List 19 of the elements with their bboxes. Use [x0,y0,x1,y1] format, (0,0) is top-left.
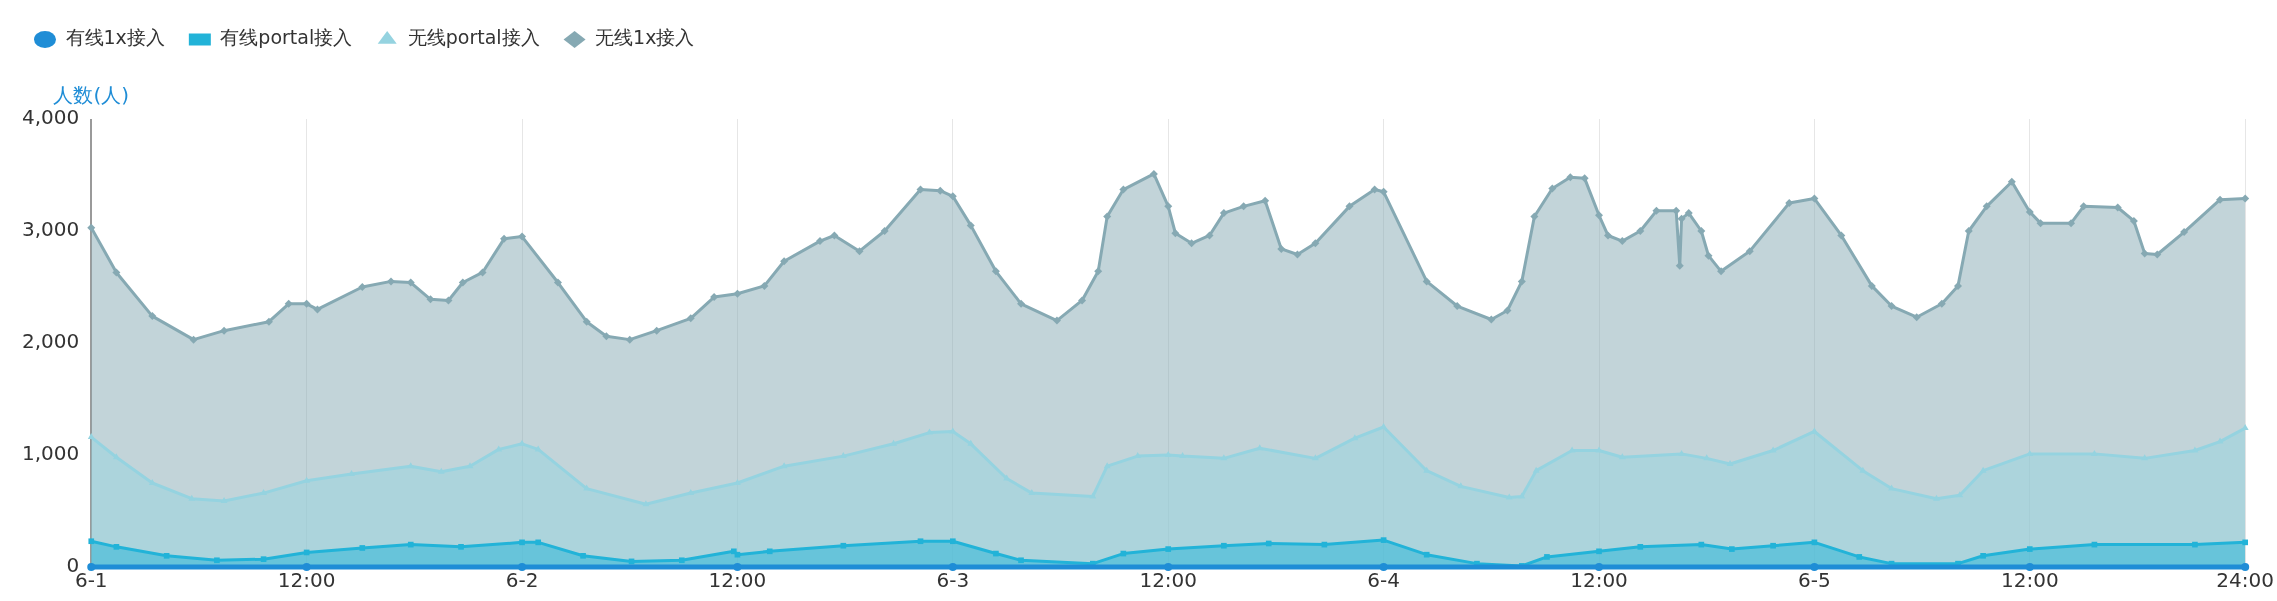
x-tick-label: 6-2 [505,568,539,593]
y-tick-label: 4,000 [21,105,80,130]
x-tick-label: 6-5 [1798,568,1831,593]
x-tick-label: 24:00 [2216,568,2274,593]
x-tick-label: 12:00 [277,568,336,593]
x-tick-label: 12:00 [708,568,767,593]
legend-label: 有线portal接入 [220,26,353,49]
legend-label: 无线1x接入 [595,26,695,49]
x-tick-label: 12:00 [1139,568,1198,593]
x-tick-label: 12:00 [1570,568,1628,593]
x-tick-label: 6-3 [936,568,970,593]
y-axis-title: 人数(人) [53,83,130,108]
y-tick-label: 3,000 [21,217,80,242]
y-tick-label: 2,000 [21,329,80,354]
x-tick-label: 12:00 [2000,568,2059,593]
legend-label: 有线1x接入 [65,26,165,49]
x-tick-label: 6-4 [1367,568,1400,593]
y-tick-label: 1,000 [21,441,80,466]
legend-label: 无线portal接入 [407,26,540,49]
